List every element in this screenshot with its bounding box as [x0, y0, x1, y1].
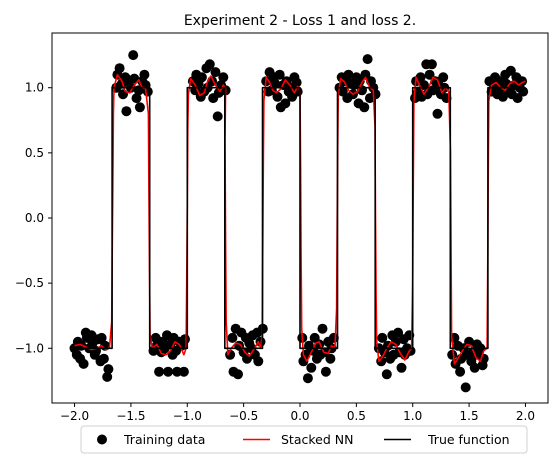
training-data-point: [396, 362, 407, 373]
training-data-point: [291, 77, 302, 88]
legend: Training data Stacked NN True function: [80, 425, 528, 454]
training-data-point: [325, 353, 336, 364]
training-data-point: [163, 366, 174, 377]
training-data-point: [134, 102, 145, 113]
training-data-point: [98, 353, 109, 364]
training-data-point: [306, 362, 317, 373]
training-data-point: [78, 358, 89, 369]
training-data-point: [178, 366, 189, 377]
x-tick-label: 2.0: [516, 409, 535, 423]
training-data-point: [96, 332, 107, 343]
y-tick-label: 1.0: [25, 81, 44, 95]
training-data-point: [390, 336, 401, 347]
training-data-point: [328, 332, 339, 343]
training-data-point: [114, 63, 125, 74]
legend-box: [80, 425, 528, 454]
training-data-point: [432, 108, 443, 119]
training-data-point: [447, 349, 458, 360]
training-data-point: [393, 327, 404, 338]
training-data-point: [131, 93, 142, 104]
training-data-point: [227, 332, 238, 343]
training-data-point: [460, 382, 471, 393]
training-data-point: [121, 106, 132, 117]
training-data-point: [103, 364, 114, 375]
y-tick-label: 0.5: [25, 146, 44, 160]
training-data-point: [118, 89, 128, 100]
training-data-point: [469, 362, 480, 373]
training-data-point: [320, 366, 331, 377]
training-data-point: [102, 371, 113, 382]
legend-marker-training-data: [97, 434, 107, 445]
plot-area: [69, 50, 529, 393]
true-function-line: [74, 86, 526, 350]
training-data-point: [438, 72, 449, 83]
training-data-point: [154, 366, 165, 377]
training-data-point: [280, 98, 291, 109]
training-data-point: [302, 373, 313, 384]
training-data-point: [210, 67, 221, 78]
x-tick-label: 0.0: [290, 409, 309, 423]
training-data-point: [505, 65, 516, 76]
training-data-point: [343, 69, 354, 80]
training-data-point: [426, 59, 437, 70]
x-tick-label: 1.5: [460, 409, 479, 423]
training-data-point: [497, 91, 508, 102]
training-data-point: [274, 69, 285, 80]
training-data-point: [218, 72, 229, 83]
legend-label-true-function: True function: [427, 432, 510, 447]
x-axis: −2.0 −1.5 −1.0 −0.5 0.0 0.5 1.0 1.5 2.0: [60, 403, 535, 423]
training-data-point: [478, 353, 489, 364]
training-data-point: [212, 111, 223, 122]
training-data-point: [196, 72, 207, 83]
training-data-point: [518, 86, 529, 97]
training-data-point: [455, 366, 466, 377]
x-tick-label: 0.5: [347, 409, 366, 423]
x-tick-label: −1.5: [116, 409, 145, 423]
training-data-point: [317, 323, 328, 334]
y-axis: −1.0 −0.5 0.0 0.5 1.0: [15, 81, 52, 355]
legend-label-stacked-nn: Stacked NN: [281, 432, 353, 447]
training-data-point: [415, 72, 426, 83]
training-data-point: [272, 91, 283, 102]
training-data-point: [128, 50, 139, 61]
training-data-point: [359, 102, 370, 113]
training-data-points: [69, 50, 529, 393]
x-tick-label: −2.0: [60, 409, 89, 423]
training-data-point: [270, 78, 281, 89]
x-tick-label: 1.0: [403, 409, 422, 423]
chart-title: Experiment 2 - Loss 1 and loss 2.: [184, 13, 416, 29]
training-data-point: [360, 69, 371, 80]
training-data-point: [139, 69, 150, 80]
x-tick-label: −1.0: [173, 409, 202, 423]
training-data-point: [381, 369, 392, 380]
training-data-point: [180, 334, 190, 345]
training-data-point: [512, 93, 523, 104]
training-data-point: [377, 332, 388, 343]
y-tick-label: −0.5: [15, 276, 44, 290]
training-data-point: [204, 59, 215, 70]
x-tick-label: −0.5: [229, 409, 258, 423]
training-data-point: [233, 369, 243, 380]
training-data-point: [424, 69, 435, 80]
legend-label-training-data: Training data: [123, 432, 205, 447]
y-tick-label: −1.0: [15, 341, 44, 355]
y-tick-label: 0.0: [25, 211, 44, 225]
training-data-point: [362, 54, 373, 65]
training-data-point: [253, 356, 264, 367]
